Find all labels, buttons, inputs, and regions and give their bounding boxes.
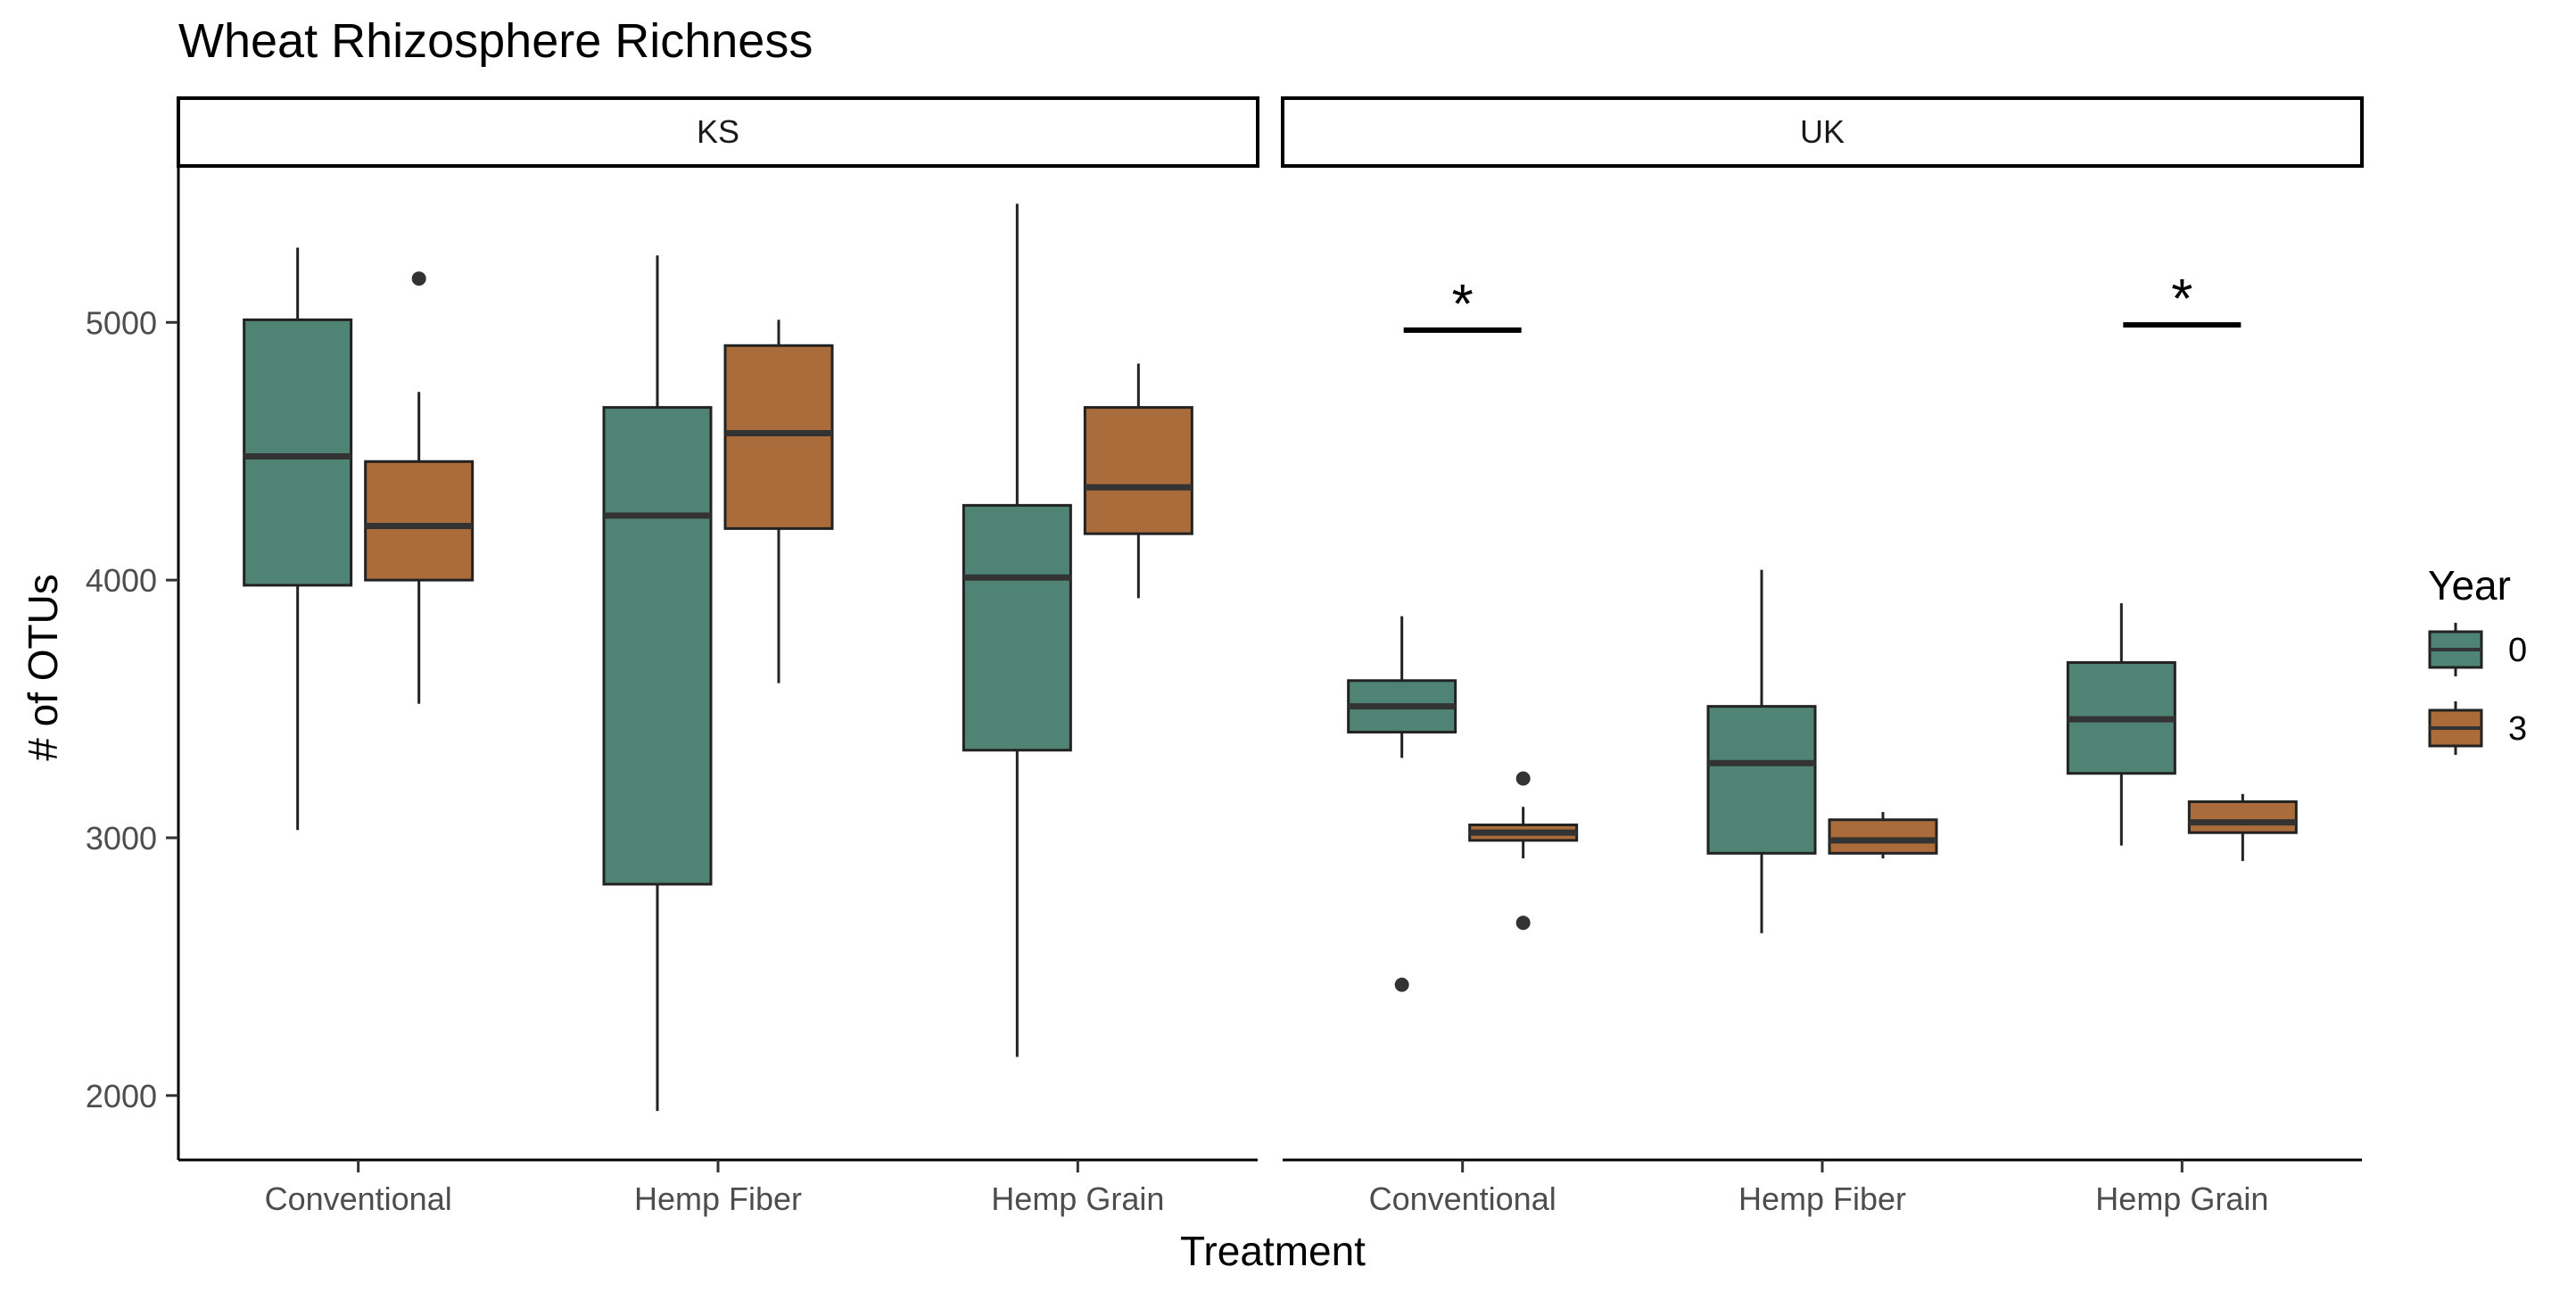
- x-tick-label: Hemp Fiber: [1738, 1180, 1906, 1217]
- facet-label-uk: UK: [1800, 113, 1845, 150]
- significance-marker: *: [1452, 274, 1474, 335]
- box-ks-hemp-grain-year-3: [1083, 406, 1193, 535]
- x-axis-label: Treatment: [1180, 1228, 1366, 1274]
- x-tick-label: Hemp Grain: [2095, 1180, 2268, 1217]
- legend-title: Year: [2428, 562, 2511, 609]
- box-ks-hemp-fiber-year-0: [602, 406, 713, 886]
- chart-title: Wheat Rhizosphere Richness: [178, 14, 813, 68]
- outlier-point-uk-conventional-year-3: [1515, 771, 1531, 786]
- facet-strip-ks: [177, 96, 1259, 168]
- facet-label-ks: KS: [697, 113, 739, 150]
- x-tick-label: Conventional: [265, 1180, 452, 1217]
- box-ks-hemp-grain-year-0: [962, 503, 1072, 752]
- box-uk-hemp-fiber-year-3: [1828, 818, 1938, 855]
- y-tick-label: 3000: [86, 820, 157, 857]
- box-uk-hemp-fiber-year-0: [1706, 705, 1817, 855]
- legend-label-0: 0: [2508, 632, 2527, 669]
- y-axis-label: # of OTUs: [20, 574, 66, 761]
- box-ks-conventional-year-0: [243, 318, 353, 587]
- outlier-point-uk-conventional-year-3: [1515, 915, 1531, 931]
- significance-marker: *: [2171, 269, 2192, 330]
- y-tick-label: 4000: [86, 562, 157, 599]
- legend-label-3: 3: [2508, 710, 2527, 748]
- box-uk-hemp-grain-year-3: [2187, 800, 2298, 834]
- y-tick-label: 5000: [86, 304, 157, 341]
- outlier-point-ks-conventional-year-3: [411, 271, 426, 286]
- x-tick-label: Hemp Grain: [991, 1180, 1164, 1217]
- y-tick-label: 2000: [86, 1078, 157, 1114]
- outlier-point-uk-conventional-year-0: [1394, 977, 1409, 992]
- facet-strip-uk: [1281, 96, 2364, 168]
- box-ks-conventional-year-3: [364, 460, 475, 582]
- x-tick-label: Conventional: [1369, 1180, 1556, 1217]
- x-tick-label: Hemp Fiber: [634, 1180, 802, 1217]
- box-ks-hemp-fiber-year-3: [723, 344, 834, 530]
